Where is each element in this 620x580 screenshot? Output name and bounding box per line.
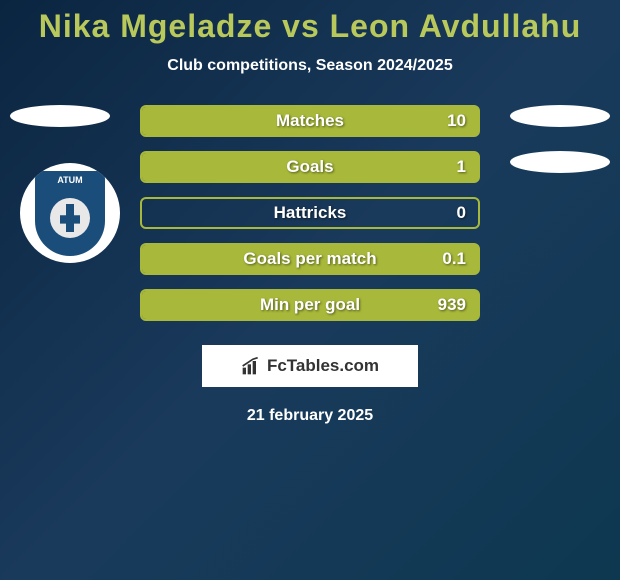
- chart-icon: [241, 356, 261, 376]
- stat-label: Goals per match: [243, 249, 376, 269]
- fctables-logo-box: FcTables.com: [202, 345, 418, 387]
- badge-anchor-icon: [60, 204, 80, 232]
- player-avatar-placeholder-left: [10, 105, 110, 127]
- stat-bar-hattricks: Hattricks 0: [140, 197, 480, 229]
- stat-bar-matches: Matches 10: [140, 105, 480, 137]
- stat-label: Min per goal: [260, 295, 360, 315]
- subtitle: Club competitions, Season 2024/2025: [167, 57, 452, 75]
- stat-label: Matches: [276, 111, 344, 131]
- main-container: Nika Mgeladze vs Leon Avdullahu Club com…: [0, 0, 620, 580]
- stat-label: Goals: [286, 157, 333, 177]
- badge-circle: [50, 198, 90, 238]
- stat-label: Hattricks: [274, 203, 347, 223]
- badge-shield: ATUM: [35, 171, 105, 256]
- stat-value: 1: [457, 157, 466, 177]
- logo-text: FcTables.com: [267, 356, 379, 376]
- stat-value: 939: [438, 295, 466, 315]
- date-text: 21 february 2025: [247, 407, 373, 425]
- stats-section: ATUM Matches 10 Goals 1 Hattricks 0: [0, 105, 620, 321]
- stat-value: 10: [447, 111, 466, 131]
- badge-text: ATUM: [57, 175, 82, 185]
- player-avatar-placeholder-right-2: [510, 151, 610, 173]
- stat-value: 0.1: [442, 249, 466, 269]
- stat-bar-min-per-goal: Min per goal 939: [140, 289, 480, 321]
- team-badge: ATUM: [20, 163, 120, 263]
- stat-bar-goals: Goals 1: [140, 151, 480, 183]
- stat-bars-list: Matches 10 Goals 1 Hattricks 0 Goals per…: [140, 105, 480, 321]
- page-title: Nika Mgeladze vs Leon Avdullahu: [39, 8, 582, 45]
- stat-bar-goals-per-match: Goals per match 0.1: [140, 243, 480, 275]
- stat-value: 0: [457, 203, 466, 223]
- player-avatar-placeholder-right-1: [510, 105, 610, 127]
